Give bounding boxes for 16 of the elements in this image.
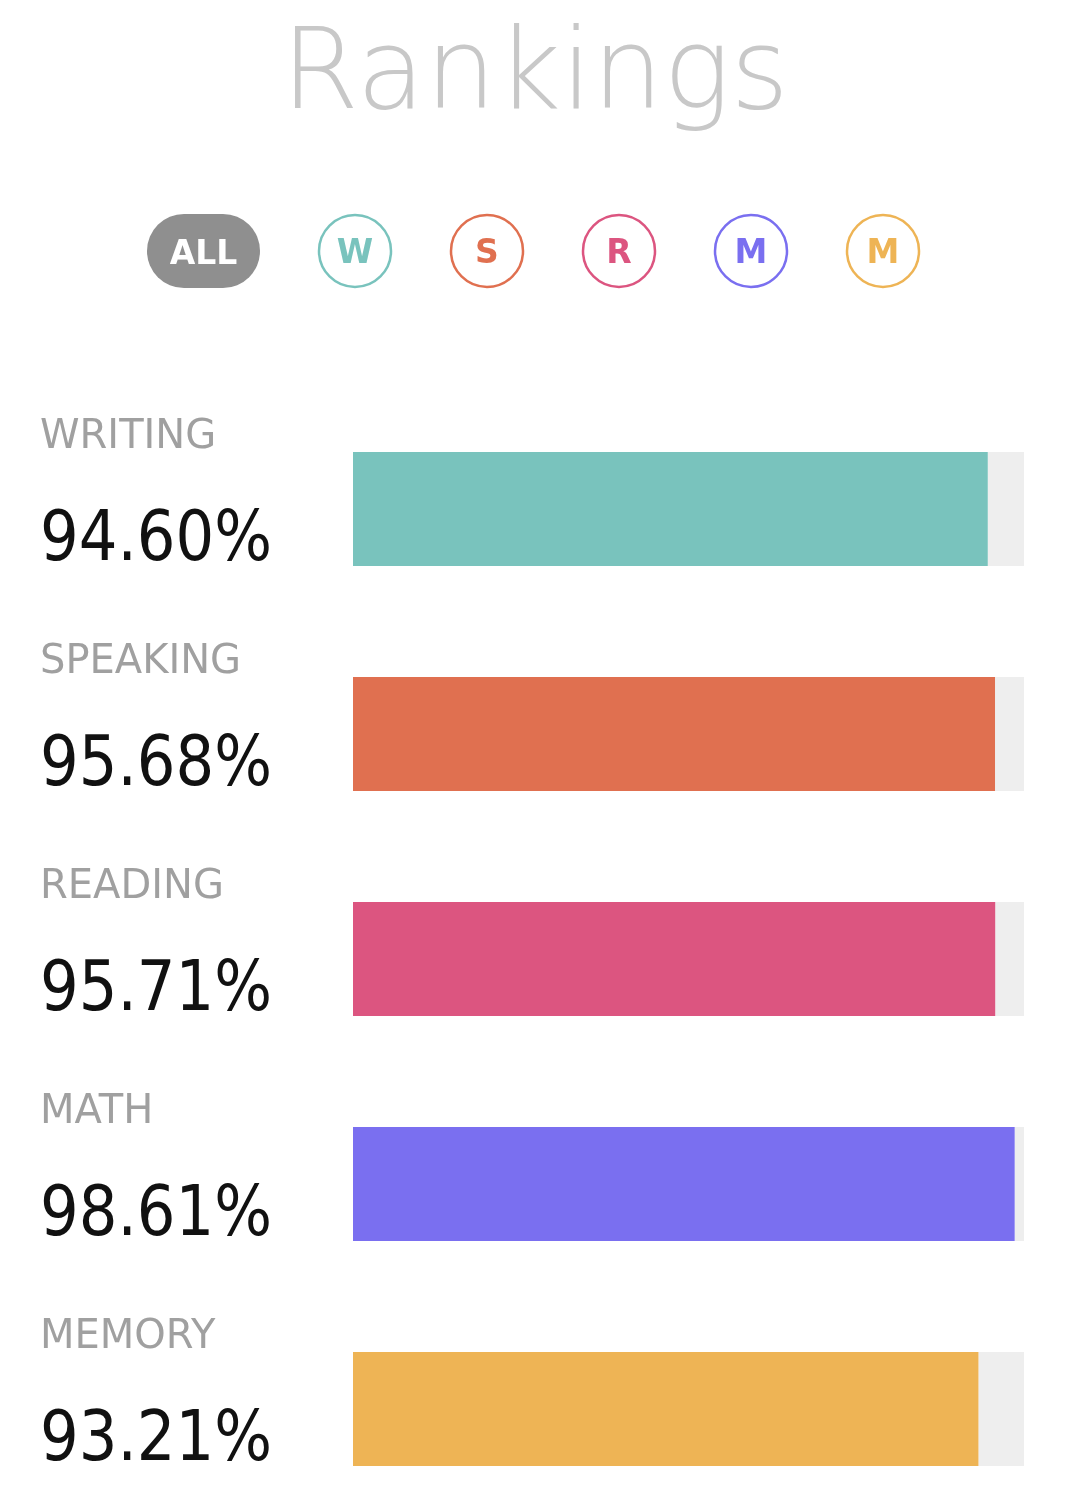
data-label: 95.71% [40,945,307,1027]
circle-button: M [713,213,789,289]
y-tick-label: READING [40,861,224,907]
data-label: 94.60% [40,495,307,577]
data-label: 98.61% [40,1170,307,1252]
y-tick-label: MEMORY [40,1311,217,1357]
y-tick-label: MATH [40,1086,154,1132]
pill-button: ALL [147,214,260,288]
circle-button: S [449,213,525,289]
circle-button: M [845,213,921,289]
y-tick-label: SPEAKING [40,636,242,682]
circle-button: W [317,213,393,289]
circle-button: R [581,213,657,289]
data-label: 93.21% [40,1395,307,1477]
y-tick-label: WRITING [40,411,217,457]
data-label: 95.68% [40,720,307,802]
